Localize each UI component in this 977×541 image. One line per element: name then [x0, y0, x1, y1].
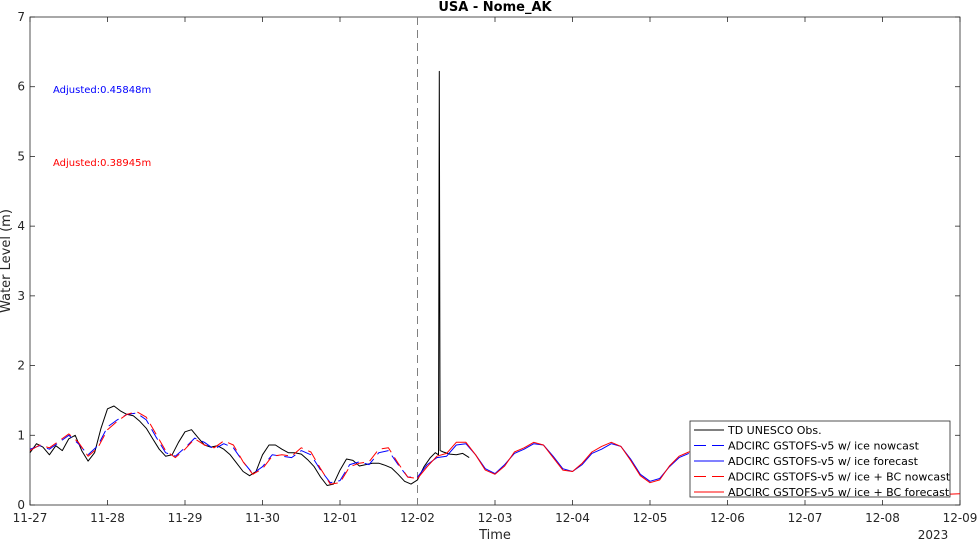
- y-tick-label: 4: [17, 219, 25, 233]
- series-line-3: [29, 411, 418, 485]
- legend-entry-3: ADCIRC GSTOFS-v5 w/ ice + BC nowcast: [728, 471, 951, 484]
- x-tick-label: 12-08: [865, 511, 900, 525]
- plot-area: 11-27 11-28 11-29 11-30 12-01 12-02 12-03 12-04…: [13, 10, 977, 525]
- x-tick-label: 12-04: [555, 511, 590, 525]
- x-tick-label: 11-28: [90, 511, 125, 525]
- x-tick-label: 12-01: [323, 511, 358, 525]
- legend: TD UNESCO Obs. ADCIRC GSTOFS-v5 w/ ice no…: [689, 420, 951, 499]
- chart-title: USA - Nome_AK: [438, 0, 552, 15]
- legend-entry-2: ADCIRC GSTOFS-v5 w/ ice forecast: [728, 455, 919, 468]
- y-axis-label: Water Level (m): [0, 209, 14, 313]
- series-line-2: [417, 443, 689, 482]
- x-tick-label: 12-05: [633, 511, 668, 525]
- x-tick-label: 12-09: [943, 511, 977, 525]
- series-line-0: [29, 70, 470, 486]
- adjusted-annotation-red: Adjusted:0.38945m: [53, 158, 151, 169]
- adjusted-annotation-blue: Adjusted:0.45848m: [53, 85, 151, 96]
- x-tick-label: 12-03: [478, 511, 513, 525]
- y-tick-label: 6: [17, 80, 25, 94]
- y-tick-label: 5: [17, 149, 25, 163]
- series-line-1: [29, 412, 418, 484]
- y-tick-label: 1: [17, 428, 25, 442]
- legend-entry-0: TD UNESCO Obs.: [727, 424, 822, 437]
- y-tick-label: 0: [17, 498, 25, 512]
- x-axis-label: Time: [478, 528, 511, 541]
- y-tick-label: 3: [17, 289, 25, 303]
- x-tick-label: 12-07: [788, 511, 823, 525]
- x-tick-label: 11-30: [245, 511, 280, 525]
- legend-entry-4: ADCIRC GSTOFS-v5 w/ ice + BC forecast: [728, 486, 950, 499]
- legend-box: [689, 420, 951, 498]
- x-tick-label: 11-29: [168, 511, 203, 525]
- x-tick-label: 12-02: [400, 511, 435, 525]
- year-label: 2023: [918, 528, 949, 541]
- x-tick-label: 12-06: [710, 511, 745, 525]
- legend-entry-1: ADCIRC GSTOFS-v5 w/ ice nowcast: [728, 440, 920, 453]
- x-tick-label: 11-27: [13, 511, 48, 525]
- y-tick-label: 7: [17, 10, 25, 24]
- y-tick-label: 2: [17, 359, 25, 373]
